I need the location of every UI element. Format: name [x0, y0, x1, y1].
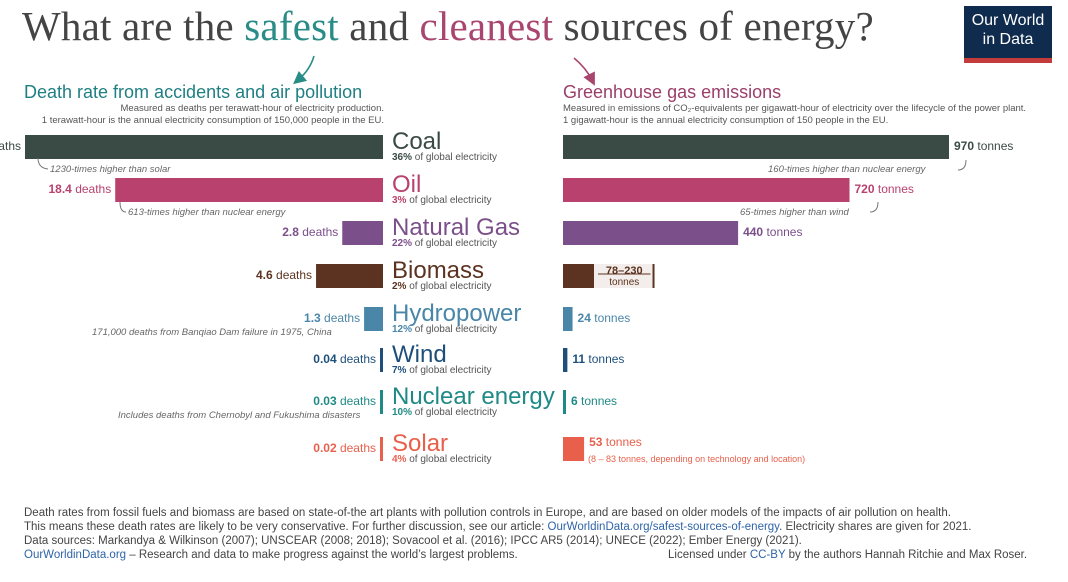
death-bar-hydropower	[364, 307, 383, 331]
ghg-range-unit-biomass: tonnes	[609, 277, 640, 288]
share-hydropower: 12% of global electricity	[392, 324, 498, 335]
right-panel-sub2: 1 gigawatt-hour is the annual electricit…	[563, 115, 889, 126]
category-nuclear-energy: Nuclear energy	[392, 383, 555, 410]
safest-arrow	[293, 55, 315, 85]
category-hydropower: Hydropower	[392, 300, 522, 327]
title-cleanest: cleanest	[419, 3, 554, 49]
note-hydro-death: 171,000 deaths from Banqiao Dam failure …	[92, 327, 332, 338]
footer-line4: OurWorldinData.org – Research and data t…	[24, 549, 518, 561]
share-oil: 3% of global electricity	[392, 195, 492, 206]
owid-logo[interactable]: Our World in Data	[964, 6, 1052, 63]
ghg-bar-wind	[563, 348, 568, 372]
death-label-biomass: 4.6 deaths	[256, 268, 313, 282]
ghg-label-hydropower: 24 tonnes	[577, 311, 631, 325]
ghg-label-natural-gas: 440 tonnes	[743, 225, 803, 239]
footer-line3: Data sources: Markandya & Wilkinson (200…	[24, 535, 802, 547]
share-solar: 4% of global electricity	[392, 454, 492, 465]
death-bar-coal	[25, 135, 383, 159]
category-biomass: Biomass	[392, 257, 485, 284]
note-solar-ghg: (8 – 83 tonnes, depending on technology …	[588, 454, 806, 464]
note-nuclear-death: Includes deaths from Chernobyl and Fukus…	[118, 410, 361, 421]
death-bar-natural-gas	[342, 221, 383, 245]
ghg-bar-oil	[563, 178, 850, 202]
share-nuclear-energy: 10% of global electricity	[392, 407, 498, 418]
death-label-nuclear-energy: 0.03 deaths	[313, 394, 376, 408]
death-bar-oil	[115, 178, 383, 202]
share-natural-gas: 22% of global electricity	[392, 238, 498, 249]
cleanest-arrow	[573, 57, 595, 86]
ghg-range-label-biomass: 78–230	[605, 265, 643, 277]
chart-canvas	[25, 135, 967, 461]
category-oil: Oil	[392, 171, 422, 198]
title-safest: safest	[244, 3, 339, 49]
left-panel-title: Death rate from accidents and air pollut…	[24, 82, 363, 102]
note-coal-ghg: 160-times higher than nuclear energy	[768, 164, 926, 175]
ghg-label-coal: 970 tonnes	[954, 139, 1014, 153]
death-bar-nuclear-energy	[380, 390, 383, 414]
article-link[interactable]: OurWorldinData.org/safest-sources-of-ene…	[547, 521, 780, 533]
ghg-bar-solar	[563, 437, 585, 461]
ghg-bar-natural-gas	[563, 221, 739, 245]
ghg-range-biomass	[594, 264, 655, 288]
ghg-bar-nuclear-energy	[563, 390, 566, 414]
ghg-bar-hydropower	[563, 307, 573, 331]
right-panel-sub1: Measured in emissions of CO₂-equivalents…	[563, 103, 1027, 114]
death-label-coal: 24.6 deaths	[0, 139, 21, 153]
ghg-label-nuclear-energy: 6 tonnes	[571, 394, 618, 408]
category-natural-gas: Natural Gas	[392, 214, 521, 241]
oil-death-connector	[119, 201, 127, 213]
title-arrows	[293, 55, 595, 86]
ghg-label-solar: 53 tonnes	[589, 435, 642, 449]
death-bar-wind	[380, 348, 383, 372]
footer-line2: This means these death rates are likely …	[24, 521, 972, 533]
death-label-solar: 0.02 deaths	[313, 441, 376, 455]
share-biomass: 2% of global electricity	[392, 281, 492, 292]
death-bar-biomass	[316, 264, 383, 288]
category-coal: Coal	[392, 128, 442, 155]
footer-license: Licensed under CC-BY by the authors Hann…	[668, 549, 1028, 561]
coal-death-connector	[37, 157, 49, 170]
death-bar-solar	[380, 437, 383, 461]
oil-ghg-connector	[869, 201, 879, 213]
coal-ghg-connector	[957, 159, 967, 171]
death-label-oil: 18.4 deaths	[48, 182, 112, 196]
ghg-range-end-biomass	[652, 264, 655, 288]
owid-link[interactable]: OurWorldinData.org	[24, 549, 127, 561]
cc-by-link[interactable]: CC-BY	[749, 549, 786, 561]
ghg-bar-biomass	[563, 264, 595, 288]
note-oil-death: 613-times higher than nuclear energy	[128, 207, 286, 218]
note-oil-ghg: 65-times higher than wind	[740, 207, 849, 218]
ghg-label-wind: 11 tonnes	[572, 352, 625, 366]
left-panel-sub2: 1 terawatt-hour is the annual electricit…	[41, 115, 384, 126]
death-label-natural-gas: 2.8 deaths	[282, 225, 339, 239]
ghg-bar-coal	[563, 135, 949, 159]
share-coal: 36% of global electricity	[392, 152, 498, 163]
category-solar: Solar	[392, 430, 449, 457]
death-label-hydropower: 1.3 deaths	[304, 311, 361, 325]
footer-line1: Death rates from fossil fuels and biomas…	[24, 507, 951, 519]
category-wind: Wind	[392, 341, 447, 368]
ghg-label-oil: 720 tonnes	[854, 182, 914, 196]
page-title: What are the safest and cleanest sources…	[22, 3, 874, 49]
right-panel-title: Greenhouse gas emissions	[563, 82, 782, 102]
death-label-wind: 0.04 deaths	[313, 352, 376, 366]
share-wind: 7% of global electricity	[392, 365, 492, 376]
left-panel-sub1: Measured as deaths per terawatt-hour of …	[120, 103, 385, 114]
note-coal-death: 1230-times higher than solar	[50, 164, 171, 175]
